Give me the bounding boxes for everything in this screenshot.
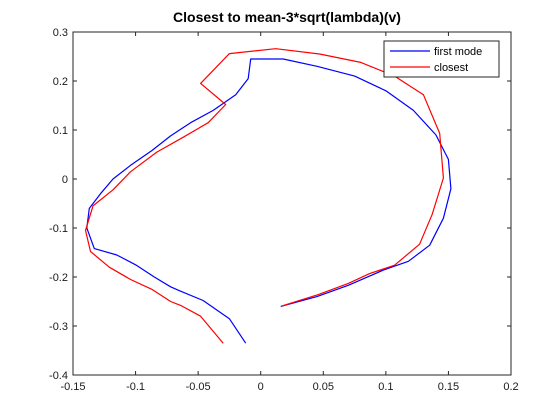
plot-frame xyxy=(72,31,512,376)
legend-box xyxy=(383,40,500,78)
x-tick-label: 0.05 xyxy=(313,381,334,393)
x-tick-label: 0.2 xyxy=(503,381,518,393)
x-tick-label: -0.05 xyxy=(186,381,211,393)
legend-label-closest: closest xyxy=(434,62,468,74)
plot-area xyxy=(73,32,511,375)
y-tick-label: 0.3 xyxy=(53,27,68,39)
y-tick-label: -0.2 xyxy=(49,272,68,284)
series-layer xyxy=(84,48,452,344)
y-tick-label: 0.1 xyxy=(53,125,68,137)
y-tick-label: -0.3 xyxy=(49,321,68,333)
y-tick-label: 0 xyxy=(62,174,68,186)
x-tick-label: 0.15 xyxy=(438,381,459,393)
y-tick-label: 0.2 xyxy=(53,76,68,88)
series-line-first-mode xyxy=(86,58,452,344)
legend-label-first-mode: first mode xyxy=(434,46,482,58)
x-tick-label: 0.1 xyxy=(378,381,393,393)
series-line-closest xyxy=(84,48,444,344)
legend: first mode closest xyxy=(383,40,500,78)
x-tick-label: -0.1 xyxy=(126,381,145,393)
chart-title: Closest to mean-3*sqrt(lambda)(v) xyxy=(173,9,401,25)
x-tick-label: -0.15 xyxy=(60,381,85,393)
ticks-layer: -0.15 -0.1 -0.05 0 0.05 0.1 0.15 0.2 -0.4 -0.3 -0.… xyxy=(49,27,519,393)
y-tick-label: -0.4 xyxy=(49,370,68,382)
x-tick-label: 0 xyxy=(258,381,264,393)
y-tick-label: -0.1 xyxy=(49,223,68,235)
